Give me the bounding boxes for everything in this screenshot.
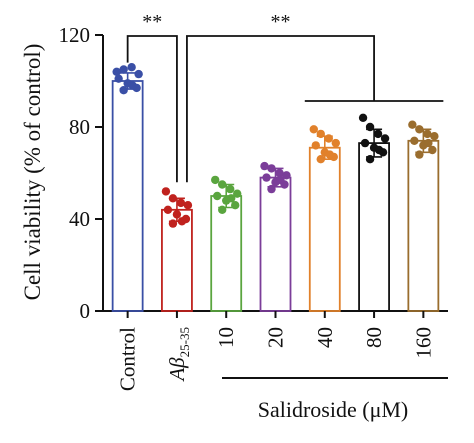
data-point — [380, 134, 390, 143]
data-point — [410, 136, 419, 145]
data-point — [374, 145, 384, 155]
x-tick-label: 10 — [214, 327, 238, 348]
bar — [210, 195, 243, 312]
bar — [161, 208, 193, 312]
y-tick-label: 40 — [69, 207, 90, 231]
significance-label: ** — [271, 11, 291, 33]
data-point — [428, 145, 437, 155]
y-ticks: 0 40 80 120 — [59, 23, 103, 323]
bar-group — [111, 62, 144, 312]
significance-bracket — [126, 35, 178, 183]
salidroside-group-label: Salidroside (μM) — [258, 397, 409, 422]
data-point — [316, 129, 325, 139]
data-point — [358, 113, 368, 123]
x-tick-labels: Control Aβ25-35 10 20 40 80 160 — [116, 311, 435, 391]
data-point — [309, 125, 318, 134]
significance-label: ** — [142, 11, 162, 33]
data-point — [211, 175, 220, 185]
data-point — [276, 175, 285, 185]
data-point — [168, 219, 178, 228]
data-point — [161, 187, 171, 196]
data-point — [218, 180, 227, 189]
bar-group — [308, 125, 341, 312]
data-point — [373, 129, 383, 139]
significance-annotations: ** ** — [126, 11, 444, 183]
data-point — [134, 69, 143, 79]
bar — [407, 139, 440, 312]
salidroside-group: Salidroside (μM) — [222, 377, 448, 422]
data-point — [183, 201, 193, 210]
bar — [259, 176, 292, 312]
x-tick-label: 80 — [362, 327, 386, 348]
data-point — [163, 205, 173, 214]
data-point — [177, 217, 187, 226]
data-point — [218, 205, 227, 214]
data-point — [227, 194, 236, 203]
x-tick-label: 20 — [264, 327, 288, 348]
data-point — [119, 65, 128, 74]
bar-group — [161, 187, 193, 312]
data-point — [127, 62, 136, 72]
data-point — [233, 189, 242, 198]
y-tick-label: 120 — [59, 23, 91, 47]
data-point — [119, 86, 128, 95]
data-point — [172, 210, 182, 219]
data-point — [168, 194, 178, 203]
data-point — [231, 201, 240, 210]
bar-group — [407, 120, 440, 312]
data-point — [324, 134, 333, 143]
data-point — [260, 161, 269, 171]
data-point — [311, 141, 320, 150]
data-point — [423, 129, 432, 139]
data-point — [267, 184, 276, 194]
y-tick-label: 80 — [69, 115, 90, 139]
data-point — [325, 150, 334, 159]
y-axis-label: Cell viability (% of control) — [20, 44, 45, 301]
data-point — [415, 125, 424, 134]
x-tick-label: Aβ25-35 — [165, 327, 192, 383]
data-point — [365, 122, 375, 132]
x-tick-label: Control — [116, 327, 140, 391]
y-tick-label: 0 — [80, 299, 91, 323]
data-point — [408, 120, 417, 129]
bar — [111, 80, 144, 312]
data-point — [226, 184, 235, 194]
data-point — [112, 67, 121, 77]
data-point — [415, 150, 424, 159]
bar-group — [210, 175, 243, 312]
data-point — [430, 132, 439, 141]
data-point — [176, 198, 186, 208]
data-point — [114, 74, 123, 83]
data-point — [360, 138, 370, 148]
data-point — [128, 81, 137, 90]
data-point — [213, 191, 222, 201]
bar-group — [358, 113, 390, 312]
x-tick-label: 160 — [411, 327, 435, 359]
data-point — [267, 164, 276, 173]
x-tick-label: 40 — [313, 327, 337, 348]
data-point — [331, 138, 340, 148]
data-point — [316, 155, 325, 164]
bar-group — [259, 161, 292, 312]
bar — [358, 142, 390, 312]
data-point — [424, 138, 433, 148]
bar — [308, 146, 341, 312]
data-point — [262, 173, 271, 182]
data-point — [282, 171, 291, 180]
data-point — [275, 168, 284, 178]
significance-bracket — [186, 35, 375, 183]
data-point — [365, 155, 375, 164]
